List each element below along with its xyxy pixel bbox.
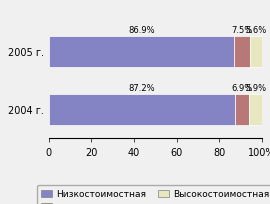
Bar bbox=[234, 36, 250, 68]
Bar bbox=[250, 36, 262, 68]
Bar bbox=[49, 36, 234, 68]
Text: 7.5%: 7.5% bbox=[231, 26, 252, 35]
Legend: Низкостоимостная, Среднестоимостная, Высокостоимостная: Низкостоимостная, Среднестоимостная, Выс… bbox=[37, 185, 270, 204]
Bar bbox=[249, 94, 262, 126]
Text: 5.6%: 5.6% bbox=[245, 26, 266, 35]
Text: 86.9%: 86.9% bbox=[128, 26, 155, 35]
Text: 87.2%: 87.2% bbox=[128, 84, 155, 93]
Bar bbox=[49, 94, 235, 126]
Text: 6.9%: 6.9% bbox=[231, 84, 252, 93]
Bar bbox=[235, 94, 249, 126]
Text: 5.9%: 5.9% bbox=[245, 84, 266, 93]
